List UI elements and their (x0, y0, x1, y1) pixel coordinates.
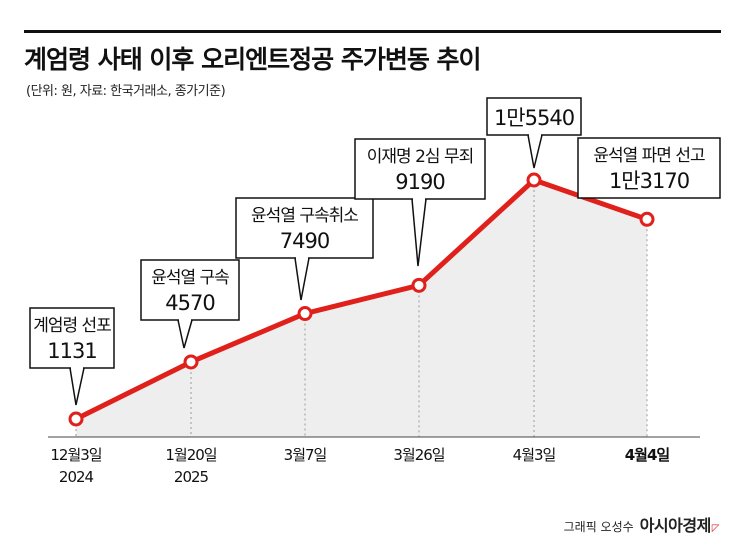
data-point (411, 277, 427, 293)
callout-value-label: 1만5540 (494, 106, 574, 130)
callout-value-label: 7490 (280, 229, 329, 253)
x-tick-label: 3월7일 (284, 446, 327, 464)
x-tick-label: 12월3일 (50, 446, 101, 464)
callout-value-label: 1131 (47, 339, 96, 363)
title-rule (24, 30, 721, 33)
chart-subtitle: (단위: 원, 자료: 한국거래소, 종가기준) (26, 84, 226, 99)
callout-box (29, 307, 115, 369)
graphic-credit: 그래픽 오성수 (563, 520, 634, 534)
callout-box (140, 259, 240, 321)
callout-event-label: 계엄령 선포 (33, 316, 111, 336)
callout-box (577, 137, 721, 199)
data-point (297, 306, 313, 322)
callout-pointer (411, 198, 427, 267)
callout-value-label: 1만3170 (609, 169, 689, 193)
callout-event-label: 윤석열 파면 선고 (593, 146, 705, 166)
series-line (73, 177, 650, 422)
callout-box (235, 197, 374, 259)
callout-pointer (527, 134, 543, 169)
x-tick-label: 4월4일 (625, 446, 670, 464)
brand-name: 아시아경제 (639, 516, 712, 535)
x-tick-sublabel: 2024 (59, 468, 94, 486)
data-point (639, 211, 655, 227)
callout-box (354, 138, 486, 200)
brand-logo: 아시아경제◸ (639, 512, 720, 536)
data-point (183, 354, 199, 370)
brand-mark-icon: ◸ (711, 523, 720, 534)
data-point (68, 411, 84, 427)
credit-line: 그래픽 오성수 아시아경제◸ (563, 512, 720, 536)
callout-event-label: 이재명 2심 무죄 (367, 147, 473, 167)
x-tick-label: 4월3일 (513, 446, 556, 464)
callout-value-label: 4570 (165, 291, 214, 315)
data-point (526, 172, 542, 188)
area-fill (76, 180, 647, 437)
callout-value-label: 9190 (395, 170, 444, 194)
x-tick-label: 3월26일 (393, 446, 444, 464)
callout-event-label: 윤석열 구속취소 (251, 206, 358, 226)
callout-pointer (69, 367, 85, 406)
chart-title: 계엄령 사태 이후 오리엔트정공 주가변동 추이 (24, 45, 482, 74)
callout-pointer (177, 319, 193, 349)
callout-pointer (294, 257, 310, 301)
x-tick-sublabel: 2025 (174, 468, 209, 486)
callout-event-label: 윤석열 구속 (151, 268, 229, 288)
x-tick-label: 1월20일 (165, 446, 216, 464)
